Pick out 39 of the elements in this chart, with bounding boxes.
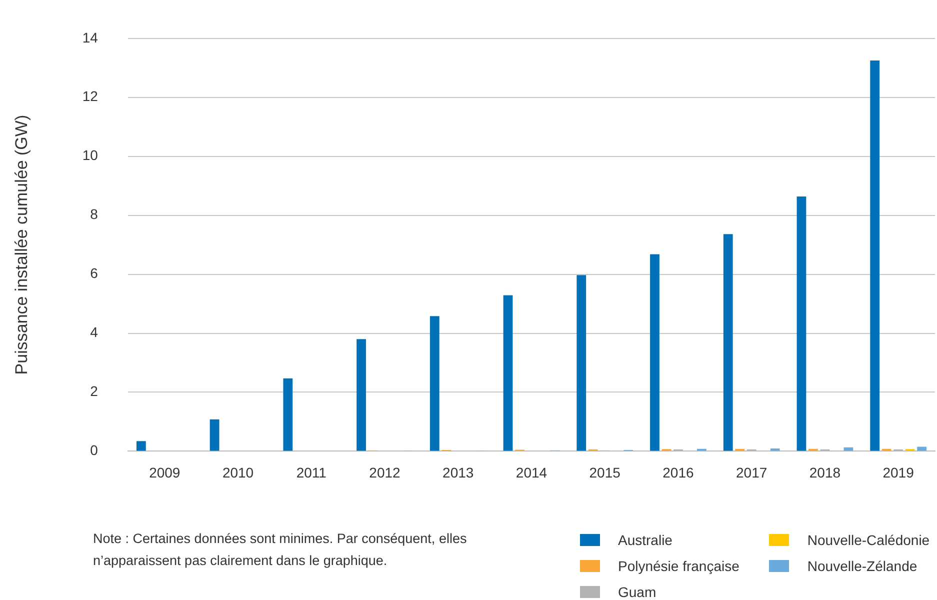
y-tick-label: 12	[82, 88, 98, 104]
bar	[844, 447, 854, 451]
bar	[503, 295, 513, 451]
bar	[576, 275, 586, 451]
x-tick-label: 2010	[222, 464, 254, 480]
x-tick-label: 2017	[736, 464, 768, 480]
bar	[210, 419, 220, 451]
legend-label: Australie	[618, 532, 672, 548]
x-tick-label: 2011	[296, 464, 327, 480]
legend-label: Polynésie française	[618, 558, 740, 574]
x-tick-label: 2012	[369, 464, 401, 480]
bar	[430, 316, 440, 451]
y-tick-label: 14	[82, 29, 98, 46]
bar	[917, 446, 926, 451]
x-tick-label: 2018	[809, 464, 841, 480]
bar	[650, 254, 660, 451]
x-tick-label: 2019	[882, 464, 914, 480]
legend-label: Guam	[618, 584, 656, 600]
bar	[136, 441, 146, 451]
y-tick-label: 4	[90, 324, 98, 340]
x-tick-label: 2016	[662, 464, 694, 480]
x-tick-label: 2014	[516, 464, 548, 480]
bar	[870, 60, 880, 451]
bar	[796, 196, 806, 451]
bar	[283, 378, 293, 451]
x-tick-label: 2013	[442, 464, 474, 480]
legend-label: Nouvelle-Zélande	[807, 558, 918, 574]
y-tick-label: 0	[90, 442, 98, 458]
y-tick-label: 2	[90, 383, 98, 400]
bar	[723, 234, 733, 451]
y-tick-label: 10	[82, 147, 98, 164]
x-tick-label: 2009	[149, 464, 180, 480]
legend-label: Nouvelle-Calédonie	[807, 532, 930, 548]
text: Note : Certaines données sont minimes. Par conséquent, elles n’apparaissent pas clairement dans le graphique.	[93, 530, 468, 570]
y-axis-title: Puissance installée cumulée (GW)	[12, 114, 31, 375]
y-tick-label: 6	[90, 265, 98, 282]
bar	[356, 339, 366, 451]
x-tick-label: 2015	[589, 464, 621, 480]
y-tick-label: 8	[90, 206, 98, 222]
